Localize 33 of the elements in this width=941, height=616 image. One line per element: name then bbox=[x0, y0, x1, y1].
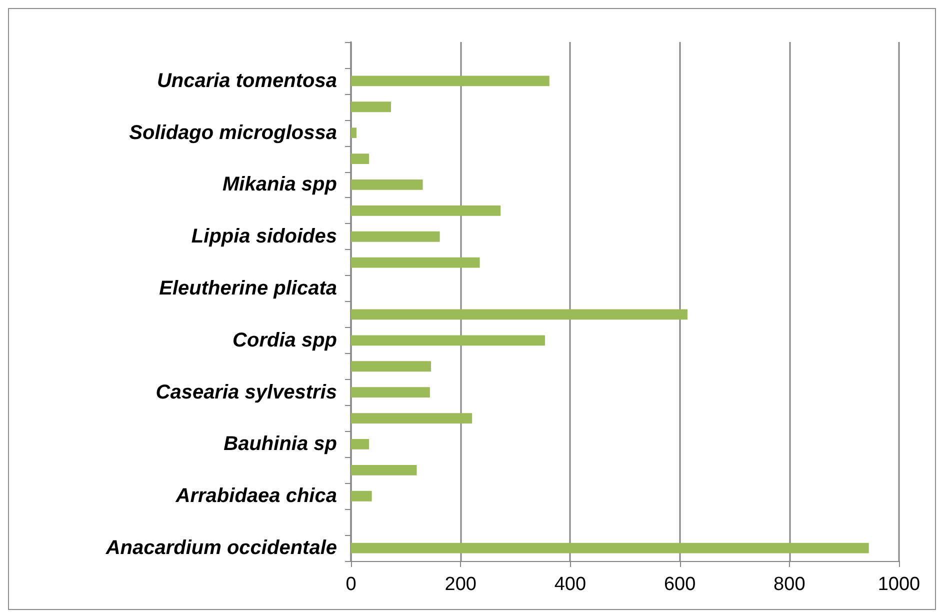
y-tick-label: Arrabidaea chica bbox=[174, 485, 337, 508]
x-tick-label: 200 bbox=[444, 574, 476, 595]
x-tick-label: 1000 bbox=[878, 574, 920, 595]
bar bbox=[351, 231, 440, 242]
x-tick-label: 800 bbox=[774, 574, 806, 595]
y-tick-label: Mikania spp bbox=[222, 174, 337, 196]
bar bbox=[351, 490, 372, 502]
y-tick-label: Solidago microglossa bbox=[129, 122, 337, 144]
y-tick-label: Anacardium occidentale bbox=[104, 537, 337, 560]
x-tick-label: 0 bbox=[346, 574, 356, 595]
bar bbox=[351, 180, 423, 190]
bar bbox=[351, 154, 370, 164]
bar bbox=[351, 205, 501, 216]
bar bbox=[351, 361, 432, 372]
bar bbox=[351, 102, 392, 112]
x-tick-label: 600 bbox=[664, 574, 696, 595]
x-tick-label: 400 bbox=[554, 574, 586, 595]
y-tick-label: Eleutherine plicata bbox=[159, 278, 337, 300]
bar bbox=[351, 387, 430, 398]
bar bbox=[351, 335, 545, 346]
y-tick-label: Casearia sylvestris bbox=[156, 381, 337, 404]
y-tick-label: Lippia sidoides bbox=[191, 226, 337, 248]
y-tick-label: Cordia spp bbox=[232, 329, 337, 352]
bar bbox=[351, 413, 472, 424]
bar bbox=[351, 542, 869, 554]
bar bbox=[351, 309, 688, 320]
bar bbox=[351, 257, 480, 268]
bar bbox=[351, 76, 550, 86]
y-tick-label: Bauhinia sp bbox=[224, 433, 337, 456]
bar bbox=[351, 128, 356, 138]
bar bbox=[351, 464, 417, 476]
y-tick-label: Uncaria tomentosa bbox=[156, 70, 337, 92]
bar bbox=[351, 439, 370, 450]
